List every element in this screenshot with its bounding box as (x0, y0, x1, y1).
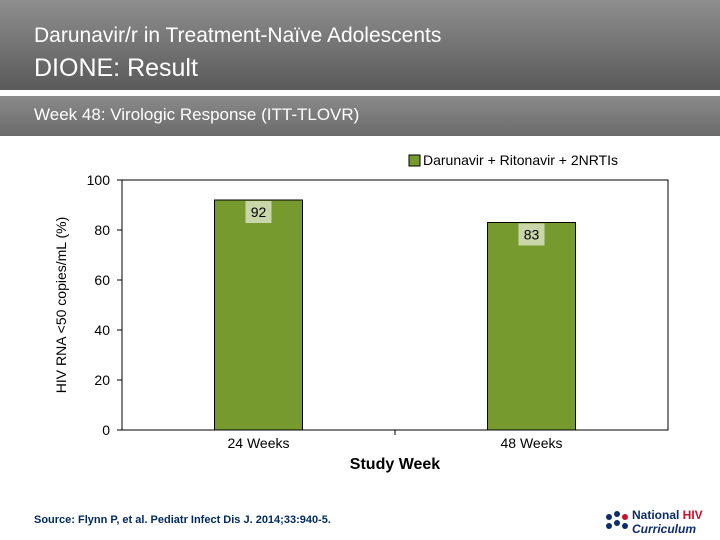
data-label-background (245, 201, 272, 223)
bar-chart: 0 20 40 60 80 100 HIV RNA <50 copies/mL (%) 92 2… (53, 152, 669, 473)
x-tick-label: 48 Weeks (501, 435, 563, 451)
page-title: Darunavir/r in Treatment-Naïve Adolescen… (34, 24, 442, 47)
y-axis-title: HIV RNA <50 copies/mL (%) (53, 217, 69, 394)
national-hiv-curriculum-logo: National HIV Curriculum (604, 505, 716, 539)
section-band: Week 48: Virologic Response (ITT-TLOVR) (0, 96, 720, 136)
data-label: 83 (524, 227, 540, 243)
section-title: Week 48: Virologic Response (ITT-TLOVR) (34, 105, 360, 124)
y-tick-label: 0 (102, 422, 110, 438)
source-citation: Source: Flynn P, et al. Pediatr Infect D… (34, 514, 331, 526)
bar (487, 222, 576, 431)
logo-mark-icon (606, 511, 628, 529)
x-tick-label: 24 Weeks (228, 435, 290, 451)
logo-text-hiv: HIV (682, 508, 703, 522)
logo-text-national: National (632, 508, 683, 522)
y-tick-label: 100 (87, 172, 111, 188)
bar (214, 199, 303, 431)
title-header: Darunavir/r in Treatment-Naïve Adolescen… (0, 0, 720, 90)
plot-area-frame (121, 179, 669, 431)
logo-text-curriculum: Curriculum (632, 522, 697, 536)
legend-swatch (408, 154, 421, 167)
x-axis-title: Study Week (350, 456, 441, 473)
data-label-background (518, 223, 545, 246)
y-tick-label: 40 (94, 322, 110, 338)
y-tick-label: 60 (94, 272, 110, 288)
data-label: 92 (251, 204, 267, 220)
y-tick-label: 20 (94, 372, 110, 388)
legend-label: Darunavir + Ritonavir + 2NRTIs (423, 152, 618, 168)
page-subtitle: DIONE: Result (34, 54, 198, 82)
y-tick-label: 80 (94, 222, 110, 238)
